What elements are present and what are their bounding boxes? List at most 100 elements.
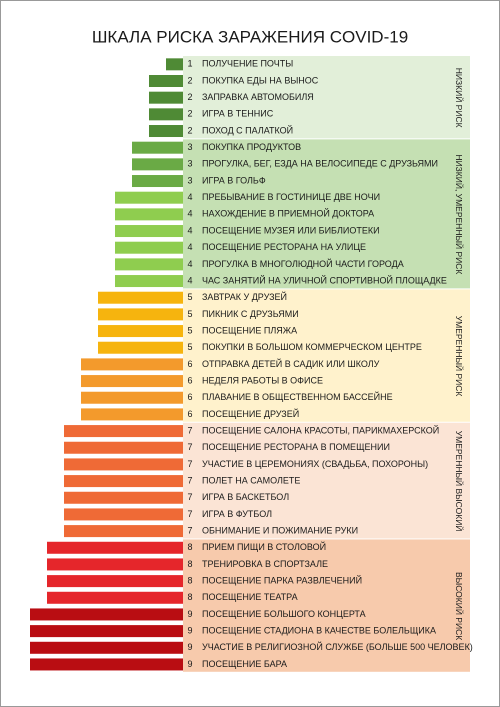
bar (149, 125, 183, 138)
bar (64, 441, 183, 454)
activity-label: НАХОЖДЕНИЕ В ПРИЕМНОЙ ДОКТОРА (202, 208, 374, 219)
risk-band (183, 422, 470, 539)
risk-value-label: 8 (187, 575, 192, 585)
activity-label: ЗАПРАВКА АВТОМОБИЛЯ (202, 92, 314, 102)
bar (98, 308, 183, 321)
activity-label: ПРИЕМ ПИЩИ В СТОЛОВОЙ (202, 541, 326, 552)
activity-label: НЕДЕЛЯ РАБОТЫ В ОФИСЕ (202, 375, 323, 385)
bar (64, 525, 183, 538)
bar (81, 391, 183, 404)
bar (132, 141, 183, 154)
risk-band-label: УМЕРЕННЫЙ РИСК (454, 316, 465, 397)
risk-band-label: ВЫСОКИЙ РИСК (454, 572, 465, 640)
bar (64, 508, 183, 521)
activity-label: ЗАВТРАК У ДРУЗЕЙ (202, 291, 287, 302)
activity-label: ПРОГУЛКА В МНОГОЛЮДНОЙ ЧАСТИ ГОРОДА (202, 258, 404, 269)
activity-label: ТРЕНИРОВКА В СПОРТЗАЛЕ (202, 559, 328, 569)
bar (30, 641, 183, 654)
activity-label: ПОСЕЩЕНИЕ ПАРКА РАЗВЛЕЧЕНИЙ (202, 574, 362, 585)
risk-value-label: 2 (187, 75, 192, 85)
risk-value-label: 9 (187, 625, 192, 635)
bar (47, 558, 183, 571)
risk-value-label: 6 (187, 375, 192, 385)
risk-value-label: 4 (187, 225, 192, 235)
activity-label: ПОКУПКИ В БОЛЬШОМ КОММЕРЧЕСКОМ ЦЕНТРЕ (202, 342, 422, 352)
bar (81, 408, 183, 421)
bar (81, 358, 183, 371)
risk-value-label: 9 (187, 642, 192, 652)
risk-value-label: 4 (187, 259, 192, 269)
activity-label: УЧАСТИЕ В РЕЛИГИОЗНОЙ СЛУЖБЕ (БОЛЬШЕ 500… (202, 641, 473, 652)
activity-label: ПОСЕЩЕНИЕ РЕСТОРАНА НА УЛИЦЕ (202, 242, 366, 252)
risk-value-label: 7 (187, 509, 192, 519)
bar (47, 575, 183, 588)
activity-label: ПОСЕЩЕНИЕ ТЕАТРА (202, 592, 298, 602)
risk-value-label: 2 (187, 92, 192, 102)
activity-label: ПОСЕЩЕНИЕ БОЛЬШОГО КОНЦЕРТА (202, 609, 366, 619)
bar (115, 241, 183, 254)
risk-value-label: 8 (187, 559, 192, 569)
risk-value-label: 4 (187, 242, 192, 252)
activity-label: ПОСЕЩЕНИЕ БАРА (202, 659, 287, 669)
bar (30, 658, 183, 671)
activity-label: ПОКУПКА ПРОДУКТОВ (202, 142, 301, 152)
risk-band (183, 539, 470, 672)
activity-label: ПОСЕЩЕНИЕ ПЛЯЖА (202, 325, 297, 335)
risk-value-label: 4 (187, 275, 192, 285)
bar (132, 158, 183, 171)
risk-value-label: 5 (187, 292, 192, 302)
risk-value-label: 9 (187, 659, 192, 669)
bar (149, 75, 183, 88)
activity-label: ИГРА В ГОЛЬФ (202, 175, 266, 185)
bar (47, 591, 183, 604)
activity-label: ИГРА В ТЕННИС (202, 109, 274, 119)
activity-label: ЧАС ЗАНЯТИЙ НА УЛИЧНОЙ СПОРТИВНОЙ ПЛОЩАД… (202, 274, 447, 285)
bar (115, 275, 183, 288)
risk-value-label: 2 (187, 125, 192, 135)
risk-band-label: УМЕРЕННЫЙ ВЫСОКИЙ (454, 431, 465, 532)
risk-value-label: 5 (187, 325, 192, 335)
risk-value-label: 6 (187, 359, 192, 369)
bar (115, 258, 183, 271)
risk-value-label: 9 (187, 609, 192, 619)
bar (64, 475, 183, 488)
bar (115, 208, 183, 221)
risk-band-label: НИЗКИЙ, УМЕРЕННЫЙ РИСК (454, 154, 465, 274)
bar (149, 108, 183, 121)
risk-value-label: 7 (187, 475, 192, 485)
bar (30, 608, 183, 621)
bar (98, 341, 183, 354)
bar (64, 458, 183, 471)
bar (115, 191, 183, 204)
risk-band-label: НИЗКИЙ РИСК (454, 68, 465, 128)
activity-label: ПОСЕЩЕНИЕ РЕСТОРАНА В ПОМЕЩЕНИИ (202, 442, 390, 452)
risk-value-label: 4 (187, 209, 192, 219)
activity-label: ПОСЕЩЕНИЕ МУЗЕЯ ИЛИ БИБЛИОТЕКИ (202, 225, 380, 235)
risk-value-label: 6 (187, 392, 192, 402)
risk-value-label: 8 (187, 542, 192, 552)
risk-value-label: 7 (187, 525, 192, 535)
risk-value-label: 2 (187, 109, 192, 119)
bar (149, 91, 183, 104)
risk-band (183, 56, 470, 139)
chart-title: ШКАЛА РИСКА ЗАРАЖЕНИЯ COVID-19 (92, 27, 408, 46)
activity-label: ПИКНИК С ДРУЗЬЯМИ (202, 309, 299, 319)
activity-label: ПОЛУЧЕНИЕ ПОЧТЫ (202, 59, 293, 69)
risk-value-label: 7 (187, 425, 192, 435)
bar (47, 541, 183, 554)
risk-value-label: 1 (187, 59, 192, 69)
risk-value-label: 5 (187, 342, 192, 352)
bar (132, 175, 183, 188)
activity-label: ИГРА В БАСКЕТБОЛ (202, 492, 289, 502)
activity-label: ПЛАВАНИЕ В ОБЩЕСТВЕННОМ БАССЕЙНЕ (202, 391, 393, 402)
activity-label: ИГРА В ФУТБОЛ (202, 509, 272, 519)
bar (30, 625, 183, 638)
activity-label: ОТПРАВКА ДЕТЕЙ В САДИК ИЛИ ШКОЛУ (202, 358, 380, 369)
risk-band (183, 289, 470, 422)
activity-label: ПОЛЕТ НА САМОЛЕТЕ (202, 475, 300, 485)
risk-value-label: 4 (187, 192, 192, 202)
activity-label: ПРОГУЛКА, БЕГ, ЕЗДА НА ВЕЛОСИПЕДЕ С ДРУЗ… (202, 159, 438, 169)
risk-value-label: 7 (187, 459, 192, 469)
